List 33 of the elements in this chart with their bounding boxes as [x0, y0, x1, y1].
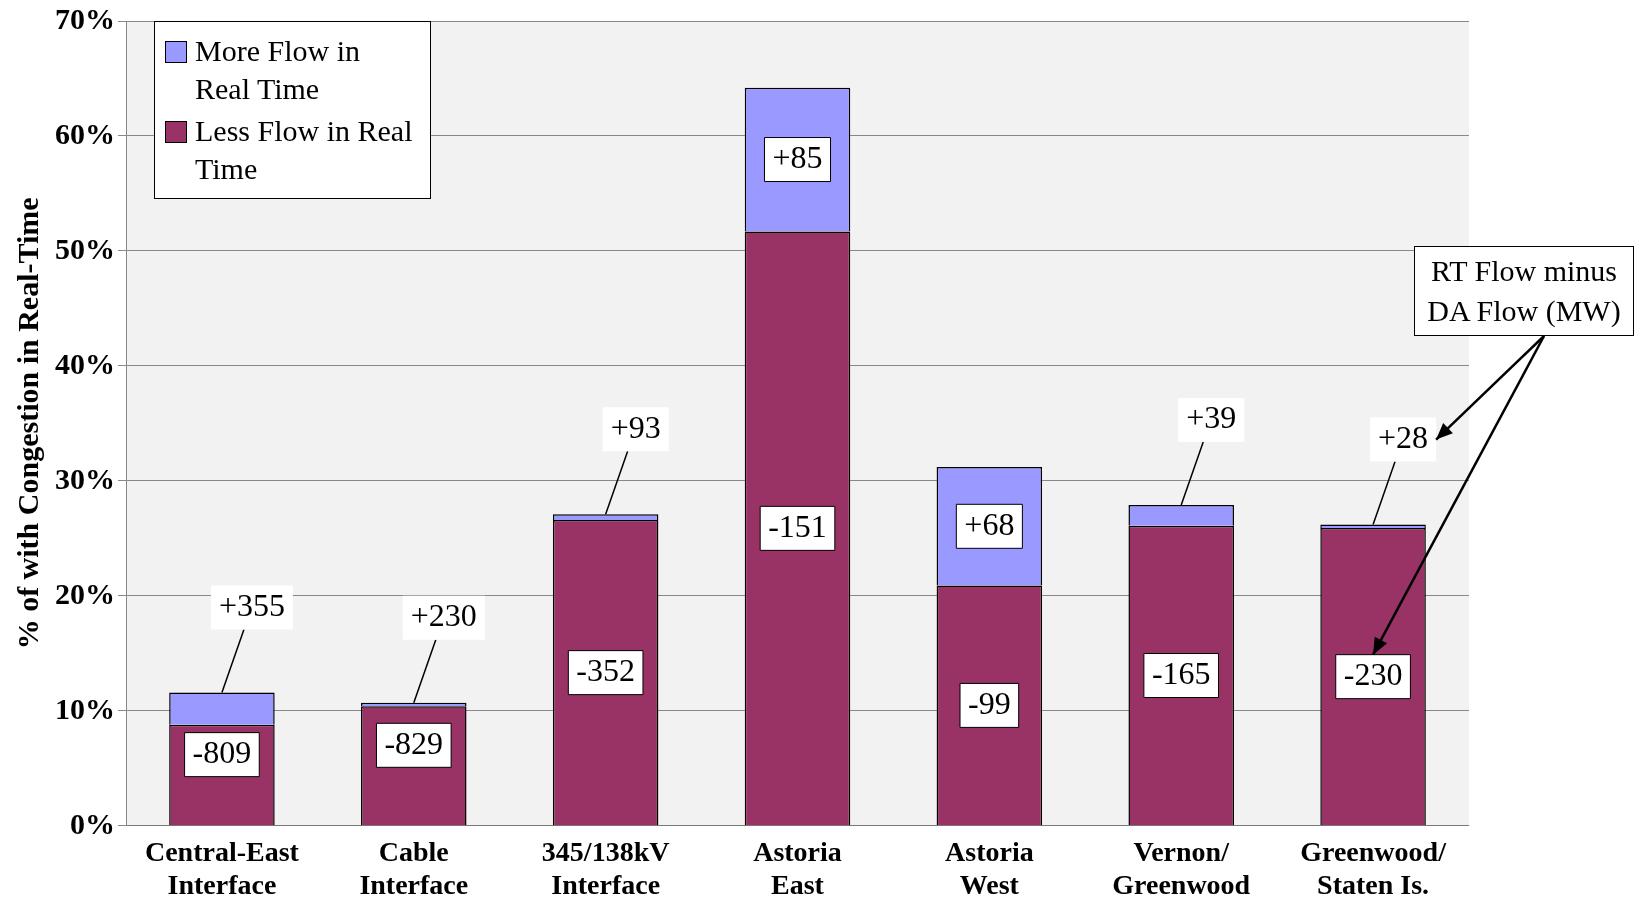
y-tick-label: 10%	[55, 691, 115, 725]
annotation: -99	[968, 684, 1011, 721]
x-tick-label: Vernon/ Greenwood	[1112, 835, 1251, 901]
x-tick-label: Greenwood/ Staten Is.	[1300, 835, 1448, 901]
annotation: -809	[192, 734, 252, 771]
x-tick-label: Astoria East	[753, 835, 842, 901]
annotation: -352	[576, 652, 635, 689]
x-tick-label: 345/138kV Interface	[541, 835, 670, 901]
legend-label: More Flow in Real Time	[195, 33, 361, 107]
y-tick-label: 60%	[55, 116, 115, 150]
annotation: +68	[964, 505, 1015, 542]
y-tick-label: 70%	[55, 1, 115, 35]
annotation: +85	[772, 138, 823, 175]
annotation: +28	[1378, 418, 1429, 455]
annotation: -165	[1151, 654, 1211, 691]
annotation: -829	[384, 724, 444, 761]
legend-label: Less Flow in Real Time	[195, 113, 414, 187]
y-tick-label: 30%	[55, 461, 115, 495]
annotation: +93	[610, 408, 661, 445]
x-tick-label: Astoria West	[945, 835, 1034, 901]
y-tick-label: 40%	[55, 346, 115, 380]
annotation: RT Flow minus DA Flow (MW)	[1414, 246, 1634, 336]
x-tick-label: Central-East Interface	[144, 835, 300, 901]
y-tick-label: 0%	[70, 806, 115, 840]
annotation: +230	[410, 597, 477, 634]
y-tick-label: 50%	[55, 231, 115, 265]
annotation: -230	[1343, 656, 1403, 693]
annotation: -151	[768, 507, 827, 544]
y-tick-label: 20%	[55, 576, 115, 610]
y-axis-title: % of with Congestion in Real-Time	[10, 197, 44, 650]
annotation: +355	[218, 586, 285, 623]
annotation: +39	[1186, 399, 1237, 436]
x-tick-label: Cable Interface	[359, 835, 469, 901]
